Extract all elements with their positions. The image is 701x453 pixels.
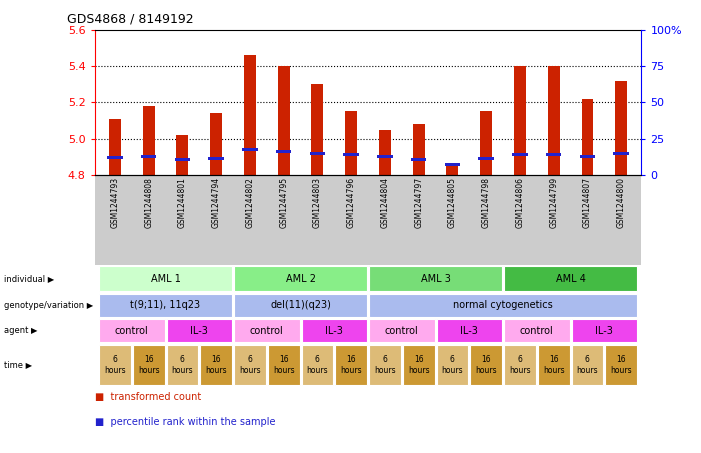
Text: GSM1244805: GSM1244805 — [448, 177, 457, 228]
Bar — [379, 130, 391, 175]
Text: t(9;11), 11q23: t(9;11), 11q23 — [130, 300, 200, 310]
Text: GSM1244795: GSM1244795 — [279, 177, 288, 228]
Bar — [343, 154, 359, 156]
Bar — [346, 111, 357, 175]
Bar — [177, 135, 189, 175]
Text: AML 4: AML 4 — [556, 274, 585, 284]
Bar — [447, 164, 458, 175]
Text: GSM1244794: GSM1244794 — [212, 177, 221, 228]
Bar — [208, 157, 224, 160]
Text: GSM1244801: GSM1244801 — [178, 177, 187, 228]
Text: GSM1244797: GSM1244797 — [414, 177, 423, 228]
Text: GSM1244802: GSM1244802 — [245, 177, 254, 228]
Text: 6
hours: 6 hours — [104, 355, 125, 375]
Bar — [244, 55, 256, 175]
Text: control: control — [250, 326, 284, 336]
Bar — [107, 156, 123, 159]
Text: 16
hours: 16 hours — [408, 355, 430, 375]
Text: normal cytogenetics: normal cytogenetics — [453, 300, 553, 310]
Text: 16
hours: 16 hours — [611, 355, 632, 375]
Text: control: control — [385, 326, 418, 336]
Bar — [377, 155, 393, 158]
Bar — [613, 152, 629, 154]
Text: GSM1244804: GSM1244804 — [381, 177, 389, 228]
Bar — [243, 148, 257, 151]
Text: GSM1244799: GSM1244799 — [549, 177, 558, 228]
Text: del(11)(q23): del(11)(q23) — [270, 300, 331, 310]
Text: IL-3: IL-3 — [191, 326, 208, 336]
Bar — [109, 119, 121, 175]
Text: 16
hours: 16 hours — [341, 355, 362, 375]
Text: control: control — [115, 326, 149, 336]
Bar — [444, 164, 460, 166]
Text: 6
hours: 6 hours — [509, 355, 531, 375]
Bar — [411, 158, 426, 161]
Bar — [615, 81, 627, 175]
Bar — [278, 66, 290, 175]
Bar — [514, 66, 526, 175]
Bar — [175, 158, 190, 161]
Text: 6
hours: 6 hours — [442, 355, 463, 375]
Text: 6
hours: 6 hours — [239, 355, 261, 375]
Bar — [512, 154, 528, 156]
Text: 6
hours: 6 hours — [172, 355, 193, 375]
Text: ■  percentile rank within the sample: ■ percentile rank within the sample — [95, 417, 275, 427]
Text: 16
hours: 16 hours — [543, 355, 564, 375]
Text: GSM1244806: GSM1244806 — [515, 177, 524, 228]
Text: 6
hours: 6 hours — [374, 355, 395, 375]
Text: 6
hours: 6 hours — [577, 355, 598, 375]
Text: GSM1244807: GSM1244807 — [583, 177, 592, 228]
Text: IL-3: IL-3 — [325, 326, 343, 336]
Text: GSM1244796: GSM1244796 — [347, 177, 355, 228]
Text: 16
hours: 16 hours — [205, 355, 227, 375]
Bar — [413, 124, 425, 175]
Text: genotype/variation ▶: genotype/variation ▶ — [4, 301, 93, 309]
Text: agent ▶: agent ▶ — [4, 327, 37, 335]
Text: GSM1244800: GSM1244800 — [617, 177, 626, 228]
Text: control: control — [520, 326, 554, 336]
Text: AML 1: AML 1 — [151, 274, 180, 284]
Text: 16
hours: 16 hours — [138, 355, 159, 375]
Bar — [547, 66, 559, 175]
Text: 6
hours: 6 hours — [306, 355, 328, 375]
Text: 16
hours: 16 hours — [475, 355, 497, 375]
Bar — [310, 152, 325, 154]
Bar — [210, 113, 222, 175]
Bar — [580, 155, 595, 158]
Text: AML 2: AML 2 — [285, 274, 315, 284]
Text: GSM1244803: GSM1244803 — [313, 177, 322, 228]
Bar — [546, 154, 562, 156]
Bar — [480, 111, 492, 175]
Text: individual ▶: individual ▶ — [4, 274, 54, 283]
Text: IL-3: IL-3 — [461, 326, 478, 336]
Text: IL-3: IL-3 — [595, 326, 613, 336]
Text: GSM1244793: GSM1244793 — [110, 177, 119, 228]
Text: GDS4868 / 8149192: GDS4868 / 8149192 — [67, 12, 193, 25]
Bar — [582, 99, 593, 175]
Text: GSM1244808: GSM1244808 — [144, 177, 153, 228]
Bar — [276, 150, 292, 153]
Text: GSM1244798: GSM1244798 — [482, 177, 491, 228]
Bar — [141, 155, 156, 158]
Bar — [143, 106, 154, 175]
Text: AML 3: AML 3 — [421, 274, 451, 284]
Text: ■  transformed count: ■ transformed count — [95, 392, 201, 402]
Text: 16
hours: 16 hours — [273, 355, 294, 375]
Text: time ▶: time ▶ — [4, 361, 32, 369]
Bar — [311, 84, 323, 175]
Bar — [479, 157, 494, 160]
